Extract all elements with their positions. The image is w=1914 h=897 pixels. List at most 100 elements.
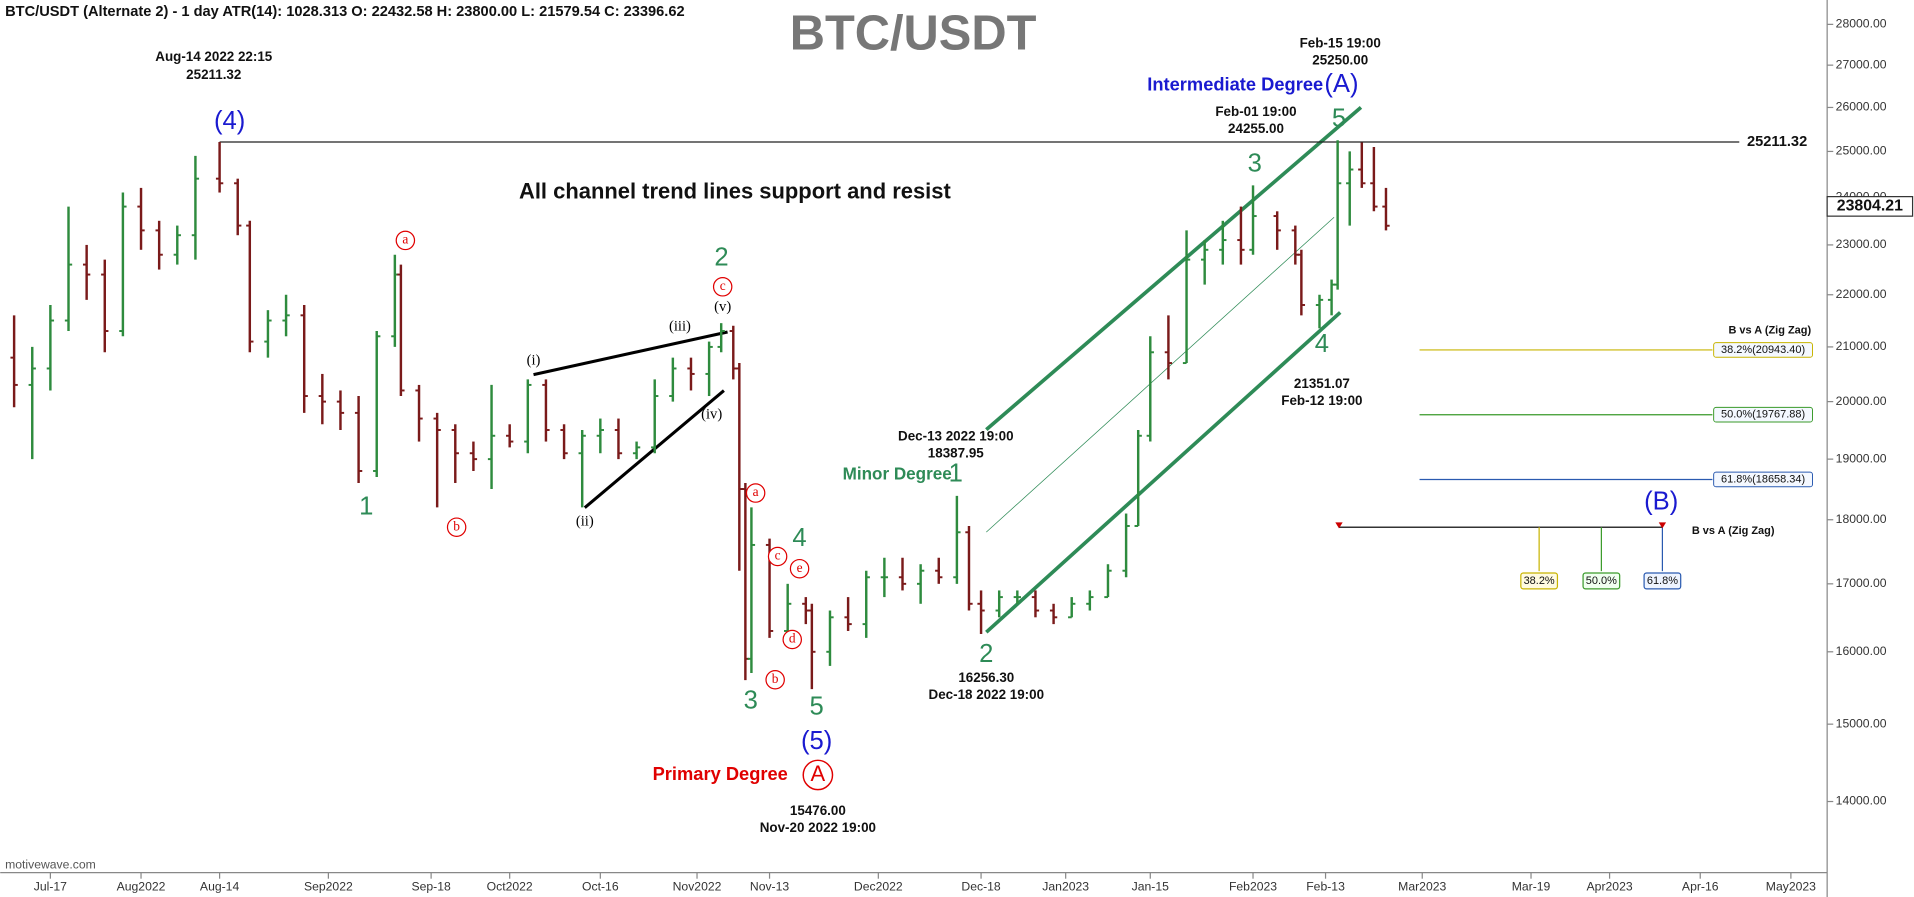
x-tick-label: Mar-19 xyxy=(1512,879,1551,893)
fib-label-box xyxy=(1713,342,1813,358)
x-tick-label: Feb2023 xyxy=(1229,879,1277,893)
x-tick-label: Sep-18 xyxy=(411,879,451,893)
annotation: a xyxy=(753,484,759,499)
x-tick-label: Mar2023 xyxy=(1398,879,1446,893)
x-tick-label: May2023 xyxy=(1766,879,1816,893)
annotation: 1 xyxy=(359,492,373,520)
x-tick-label: Apr2023 xyxy=(1587,879,1633,893)
annotation: d xyxy=(789,631,796,646)
annotation: 25250.00 xyxy=(1312,53,1368,68)
annotation: 24255.00 xyxy=(1228,121,1284,136)
price-line-label: 25211.32 xyxy=(1747,134,1807,150)
x-tick-label: Oct2022 xyxy=(487,879,533,893)
annotation: Nov-20 2022 19:00 xyxy=(760,820,876,835)
annotation: Feb-01 19:00 xyxy=(1215,104,1296,119)
annotation: (i) xyxy=(527,353,541,369)
x-tick-label: Aug-14 xyxy=(200,879,240,893)
y-tick-label: 15000.00 xyxy=(1836,716,1887,730)
x-tick-label: Oct-16 xyxy=(582,879,619,893)
annotation: (B) xyxy=(1644,488,1678,516)
wave-circle xyxy=(767,546,788,567)
fib-label-box xyxy=(1713,471,1813,488)
y-tick-label: 23000.00 xyxy=(1836,237,1887,251)
annotation: (ii) xyxy=(576,514,594,530)
annotation: 5 xyxy=(1332,104,1346,132)
y-tick-label: 20000.00 xyxy=(1836,394,1887,408)
annotation: 25211.32 xyxy=(186,67,241,82)
annotation: (A) xyxy=(1324,70,1358,98)
annotation: 15476.00 xyxy=(790,803,846,818)
x-tick-label: Jul-17 xyxy=(34,879,67,893)
channel-upper xyxy=(985,106,1363,431)
annotation: Dec-18 2022 19:00 xyxy=(929,687,1045,702)
y-tick-label: 18000.00 xyxy=(1836,512,1887,526)
annotation: e xyxy=(797,560,803,575)
chart-title: BTC/USDT xyxy=(790,7,1037,61)
zigzag-marker xyxy=(1335,522,1343,529)
annotation: b xyxy=(453,518,460,533)
annotation: 21351.07 xyxy=(1294,376,1350,391)
annotation: 3 xyxy=(1248,150,1262,178)
fib-ratio-box xyxy=(1643,572,1682,590)
wave-circle xyxy=(446,517,467,537)
wave-circle xyxy=(802,759,834,791)
x-tick-label: Jan2023 xyxy=(1042,879,1089,893)
annotation: 50.0% xyxy=(1586,575,1617,587)
x-tick-label: Feb-13 xyxy=(1306,879,1345,893)
wave-circle xyxy=(789,558,810,579)
annotation: b xyxy=(772,671,779,686)
annotation: 3 xyxy=(744,687,758,715)
triangle-upper xyxy=(533,330,728,377)
x-tick-label: Aug2022 xyxy=(117,879,166,893)
y-tick-label: 21000.00 xyxy=(1836,339,1887,353)
annotation: 16256.30 xyxy=(958,670,1014,685)
annotation: Dec-13 2022 19:00 xyxy=(898,428,1014,443)
annotation: A xyxy=(811,761,826,786)
annotation: Minor Degree xyxy=(843,464,952,483)
fib-ratio-box xyxy=(1582,572,1621,590)
annotation: 38.2% xyxy=(1524,575,1555,587)
annotation: 2 xyxy=(714,243,728,271)
channel-lower xyxy=(985,311,1342,634)
annotation: Aug-14 2022 22:15 xyxy=(155,49,273,64)
x-tick-label: Nov-13 xyxy=(750,879,790,893)
y-tick-label: 14000.00 xyxy=(1836,794,1887,808)
fib-label: 38.2%(20943.40) xyxy=(1721,344,1805,356)
zigzag-marker xyxy=(1658,522,1667,529)
watermark: motivewave.com xyxy=(5,857,96,871)
annotation: 18387.95 xyxy=(928,446,984,461)
y-tick-label: 28000.00 xyxy=(1836,17,1887,31)
annotation: 1 xyxy=(949,460,963,488)
y-tick-label: 25000.00 xyxy=(1836,144,1887,158)
y-tick-label: 27000.00 xyxy=(1836,57,1887,71)
annotation: c xyxy=(720,278,726,293)
annotation: (v) xyxy=(714,299,731,315)
annotation: Feb-12 19:00 xyxy=(1281,393,1362,408)
annotation: Feb-15 19:00 xyxy=(1300,35,1381,50)
x-tick-label: Apr-16 xyxy=(1682,879,1719,893)
fib-label-box xyxy=(1713,406,1813,423)
annotation: All channel trend lines support and resi… xyxy=(519,179,952,204)
x-tick-label: Jan-15 xyxy=(1132,879,1169,893)
x-tick-label: Nov2022 xyxy=(673,879,722,893)
annotation: Intermediate Degree xyxy=(1147,73,1323,94)
annotation: a xyxy=(402,231,408,246)
annotation: 61.8% xyxy=(1647,575,1678,587)
annotation: Primary Degree xyxy=(653,763,788,784)
wave-circle xyxy=(745,483,766,503)
last-price-label: 23804.21 xyxy=(1837,198,1903,215)
y-tick-label: 19000.00 xyxy=(1836,451,1887,465)
channel-mid xyxy=(986,216,1335,533)
annotation: B vs A (Zig Zag) xyxy=(1728,325,1811,337)
wave-circle xyxy=(712,277,733,297)
annotation: 5 xyxy=(810,693,824,721)
fib-label: 50.0%(19767.88) xyxy=(1721,409,1805,421)
annotation: 2 xyxy=(979,640,993,668)
annotation: c xyxy=(775,548,781,563)
header: BTC/USDT (Alternate 2) - 1 day ATR(14): … xyxy=(5,4,685,20)
annotation: (4) xyxy=(214,107,245,135)
y-tick-label: 22000.00 xyxy=(1836,287,1887,301)
annotation: (iii) xyxy=(669,318,691,334)
